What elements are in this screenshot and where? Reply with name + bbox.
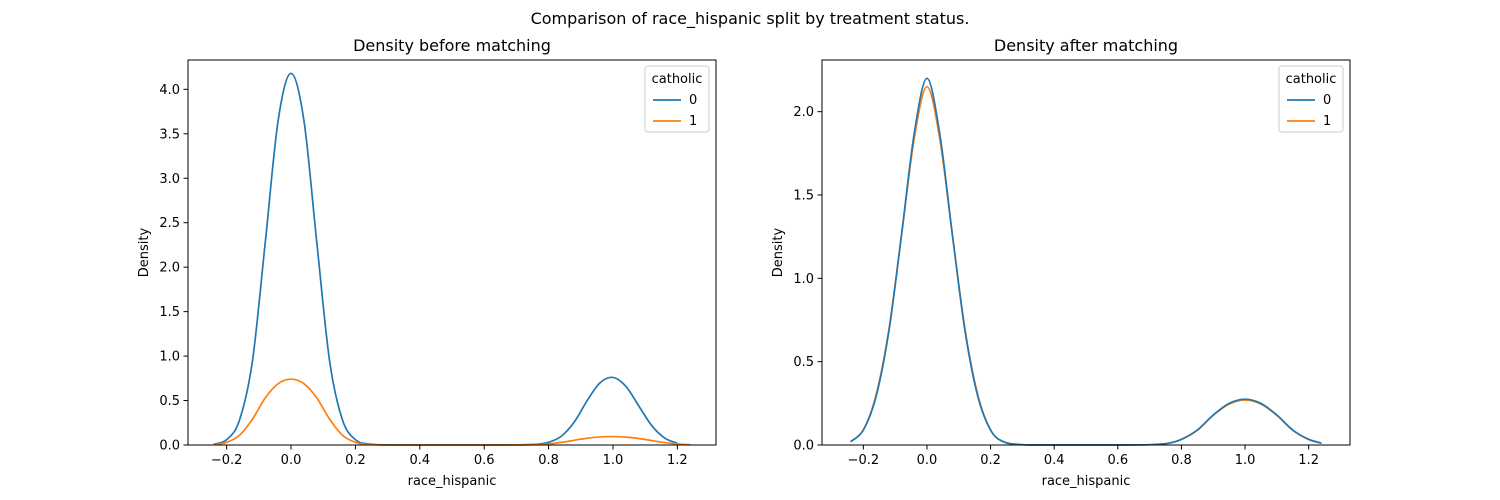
x-tick-label: 1.0 <box>1235 453 1256 468</box>
x-tick-label: 0.8 <box>1171 453 1192 468</box>
chart-title: Density before matching <box>353 36 551 55</box>
chart-before-matching: Density before matching −0.2 0.0 0.2 0.4 0.6 0… <box>137 36 717 489</box>
y-tick-label: 0.5 <box>159 394 180 409</box>
y-tick-label: 2.5 <box>159 216 180 231</box>
x-tick-label: 0.2 <box>345 453 366 468</box>
x-tick-label: 0.8 <box>538 453 559 468</box>
x-tick-label: 0.6 <box>474 453 495 468</box>
legend-entry-1: 1 <box>1323 114 1331 129</box>
y-tick-label: 3.5 <box>159 127 180 142</box>
x-tick-label: 0.6 <box>1107 453 1128 468</box>
y-tick-label: 3.0 <box>159 172 180 187</box>
y-tick-label: 1.5 <box>793 189 814 204</box>
y-axis-label: Density <box>771 227 786 277</box>
x-tick-label: 0.4 <box>1044 453 1065 468</box>
y-tick-label: 1.0 <box>793 272 814 287</box>
x-tick-label: 0.0 <box>281 453 302 468</box>
x-tick-label: −0.2 <box>211 453 243 468</box>
x-axis-label: race_hispanic <box>1042 474 1131 489</box>
legend-entry-0: 0 <box>689 93 697 108</box>
legend-entry-1: 1 <box>689 114 697 129</box>
x-tick-label: −0.2 <box>848 453 880 468</box>
legend: catholic 0 1 <box>1278 65 1344 133</box>
y-tick-label: 0.0 <box>159 439 180 454</box>
y-tick-label: 1.5 <box>159 305 180 320</box>
chart-after-matching: Density after matching −0.2 0.0 0.2 0.4 0.6 0.… <box>771 36 1351 489</box>
figure-title: Comparison of race_hispanic split by tre… <box>531 9 970 29</box>
legend-title: catholic <box>1286 72 1337 87</box>
plot-frame <box>187 59 717 446</box>
chart-title: Density after matching <box>994 36 1178 55</box>
x-tick-label: 0.0 <box>917 453 938 468</box>
x-tick-label: 1.0 <box>603 453 624 468</box>
x-tick-label: 0.2 <box>980 453 1001 468</box>
legend: catholic 0 1 <box>644 65 710 133</box>
legend-box <box>644 65 710 133</box>
y-tick-label: 2.0 <box>793 105 814 120</box>
y-tick-label: 4.0 <box>159 83 180 98</box>
y-axis-label: Density <box>137 227 152 277</box>
x-tick-label: 0.4 <box>409 453 430 468</box>
legend-box <box>1278 65 1344 133</box>
y-tick-label: 0.5 <box>793 355 814 370</box>
y-tick-label: 2.0 <box>159 261 180 276</box>
x-tick-label: 1.2 <box>1298 453 1319 468</box>
y-tick-label: 0.0 <box>793 439 814 454</box>
legend-title: catholic <box>652 72 703 87</box>
x-axis-label: race_hispanic <box>408 474 497 489</box>
plot-frame <box>821 59 1351 446</box>
x-tick-label: 1.2 <box>667 453 688 468</box>
legend-entry-0: 0 <box>1323 93 1331 108</box>
y-tick-label: 1.0 <box>159 350 180 365</box>
